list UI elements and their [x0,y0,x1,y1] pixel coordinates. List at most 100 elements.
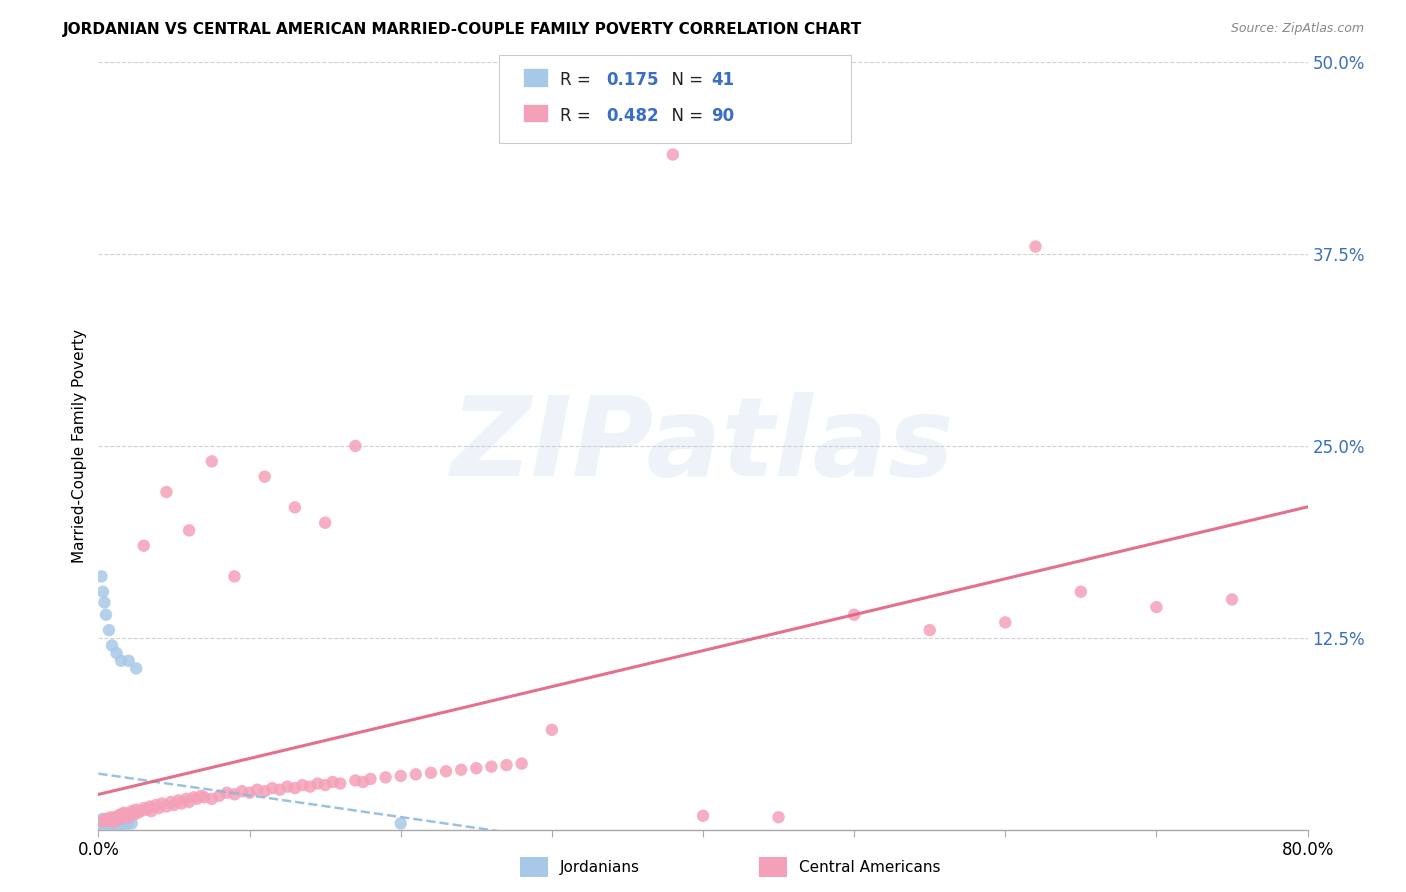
Point [224,569,246,583]
Point [127,805,149,820]
Point [108,812,131,826]
Point [105,814,128,828]
Point [160,795,183,809]
Point [224,787,246,801]
Point [94,820,117,834]
Text: Central Americans: Central Americans [799,860,941,874]
Point [299,780,322,794]
Point [179,795,201,809]
Point [450,763,472,777]
Point [98,814,121,828]
Point [215,786,238,800]
Point [167,793,190,807]
Point [90,816,112,830]
Point [374,771,396,785]
Point [1144,600,1167,615]
Point [94,816,117,830]
Text: JORDANIAN VS CENTRAL AMERICAN MARRIED-COUPLE FAMILY POVERTY CORRELATION CHART: JORDANIAN VS CENTRAL AMERICAN MARRIED-CO… [63,22,862,37]
Point [118,810,141,824]
Point [692,809,714,823]
Point [89,820,111,834]
Point [107,814,129,829]
Point [129,804,152,818]
Point [91,816,114,830]
Text: Jordanians: Jordanians [560,860,640,874]
Point [360,772,382,786]
Point [155,799,177,814]
Point [94,607,117,622]
Text: N =: N = [661,107,709,125]
Point [89,814,111,829]
Point [98,623,121,637]
Point [322,775,344,789]
Point [405,767,427,781]
Point [163,797,186,812]
Point [98,820,121,834]
Point [93,814,115,829]
Text: R =: R = [560,71,596,89]
Point [96,814,118,828]
Point [190,789,212,803]
Point [132,539,155,553]
Text: N =: N = [661,71,709,89]
Point [101,639,124,653]
Point [246,782,269,797]
Point [141,804,163,818]
Point [1070,584,1092,599]
Point [93,818,115,832]
Point [111,810,134,824]
Point [139,799,162,814]
Point [90,818,112,832]
Point [114,809,136,823]
Point [112,805,135,820]
Point [253,784,276,798]
Point [344,439,367,453]
Point [96,818,118,832]
Point [101,812,124,826]
Point [105,646,128,660]
Point [344,773,367,788]
Point [329,776,352,790]
Point [101,820,124,834]
Point [104,810,127,824]
Point [239,786,262,800]
Point [540,723,562,737]
Point [231,784,253,798]
Point [90,569,112,583]
Text: 41: 41 [711,71,734,89]
Point [208,789,231,803]
Y-axis label: Married-Couple Family Poverty: Married-Couple Family Poverty [72,329,87,563]
Point [269,782,291,797]
Point [389,769,412,783]
Text: 0.175: 0.175 [606,71,658,89]
Point [90,814,112,828]
Point [124,807,146,822]
Point [100,818,122,832]
Point [186,792,208,806]
Point [465,761,488,775]
Point [284,500,307,515]
Point [174,792,197,806]
Point [114,818,136,832]
Point [91,814,114,829]
Point [103,818,125,832]
Point [108,816,131,830]
Point [107,809,129,823]
Point [115,807,138,822]
Point [121,804,143,818]
Text: 90: 90 [711,107,734,125]
Point [111,816,134,830]
Point [307,776,329,790]
Point [145,797,167,812]
Text: ZIPatlas: ZIPatlas [451,392,955,500]
Point [510,756,533,771]
Point [193,790,215,805]
Point [110,818,132,832]
Point [155,485,177,500]
Point [768,810,790,824]
Point [291,778,314,792]
Text: R =: R = [560,107,596,125]
Point [135,803,157,817]
Point [104,816,127,830]
Point [352,775,374,789]
